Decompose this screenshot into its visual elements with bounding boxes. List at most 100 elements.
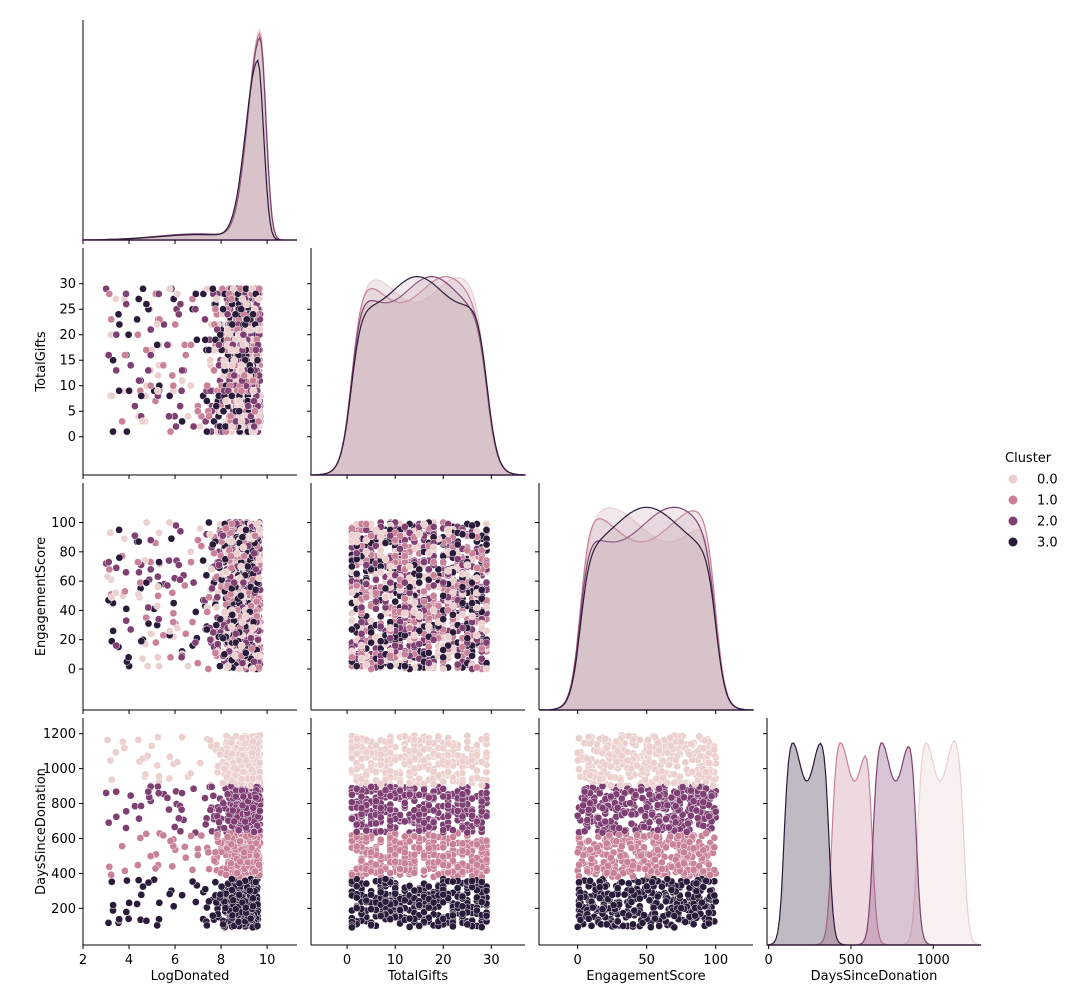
scatter-point bbox=[227, 520, 236, 528]
scatter-point bbox=[420, 558, 428, 566]
scatter-point bbox=[362, 660, 371, 669]
scatter-point bbox=[197, 542, 206, 550]
scatter-point bbox=[386, 578, 395, 587]
scatter-point bbox=[240, 371, 249, 380]
scatter-point bbox=[188, 865, 197, 874]
scatter-point bbox=[227, 392, 236, 400]
scatter-point bbox=[144, 787, 153, 796]
y-tick-label: 10 bbox=[59, 379, 76, 394]
scatter-points bbox=[348, 518, 491, 673]
scatter-point bbox=[352, 537, 361, 546]
scatter-point bbox=[154, 572, 162, 581]
scatter-point bbox=[112, 787, 121, 796]
scatter-point bbox=[473, 663, 481, 672]
scatter-point bbox=[424, 649, 433, 657]
scatter-point bbox=[252, 597, 261, 606]
y-tick-label: 100 bbox=[51, 516, 76, 531]
scatter-point bbox=[420, 520, 428, 528]
scatter-point bbox=[174, 310, 183, 319]
scatter-point bbox=[163, 341, 172, 349]
scatter-point bbox=[176, 527, 185, 536]
scatter-point bbox=[400, 662, 409, 670]
y-tick-label: 80 bbox=[59, 545, 76, 560]
scatter-point bbox=[227, 346, 236, 354]
scatter-point bbox=[139, 284, 147, 293]
scatter-point bbox=[230, 371, 239, 380]
scatter-point bbox=[138, 417, 147, 426]
scatter-point bbox=[201, 820, 210, 829]
scatter-point bbox=[429, 523, 438, 531]
scatter-point bbox=[210, 417, 218, 426]
scatter-point bbox=[134, 537, 143, 546]
scatter-point bbox=[167, 534, 176, 543]
scatter-point bbox=[256, 315, 264, 324]
scatter-point bbox=[482, 561, 491, 569]
scatter-point bbox=[211, 848, 220, 857]
scatter-point bbox=[122, 807, 131, 816]
scatter-point bbox=[376, 637, 385, 646]
scatter-point bbox=[215, 561, 223, 569]
scatter-point bbox=[118, 417, 126, 426]
scatter-point bbox=[444, 526, 452, 534]
scatter-point bbox=[122, 290, 130, 298]
scatter-point bbox=[203, 608, 212, 616]
scatter-point bbox=[134, 736, 143, 744]
scatter-point bbox=[405, 574, 414, 583]
scatter-point bbox=[357, 629, 366, 638]
scatter-point bbox=[146, 325, 155, 334]
scatter-point bbox=[212, 741, 221, 749]
scatter-point bbox=[473, 603, 481, 612]
scatter-point bbox=[165, 412, 173, 421]
scatter-point bbox=[178, 789, 186, 797]
pairplot-panels: 051015202530TotalGifts020406080100Engage… bbox=[34, 20, 982, 984]
scatter-point bbox=[415, 530, 424, 539]
scatter-point bbox=[203, 427, 211, 436]
scatter-point bbox=[126, 361, 135, 370]
y-tick-label: 20 bbox=[59, 633, 76, 648]
scatter-point bbox=[372, 597, 380, 606]
scatter-point bbox=[468, 612, 476, 621]
scatter-point bbox=[444, 606, 452, 615]
scatter-point bbox=[477, 594, 486, 603]
scatter-point bbox=[249, 376, 257, 385]
scatter-point bbox=[205, 593, 213, 602]
scatter-point bbox=[169, 599, 178, 607]
scatter-point bbox=[400, 594, 409, 603]
scatter-point bbox=[146, 565, 155, 574]
scatter-point bbox=[125, 386, 133, 395]
scatter-point bbox=[429, 543, 438, 552]
scatter-point bbox=[254, 417, 263, 426]
scatter-point bbox=[211, 649, 220, 657]
scatter-point bbox=[228, 422, 236, 431]
scatter-point bbox=[165, 805, 173, 814]
scatter-point bbox=[239, 341, 248, 349]
scatter-point bbox=[201, 315, 209, 324]
scatter-point bbox=[142, 346, 151, 354]
scatter-point bbox=[367, 565, 375, 574]
scatter-point bbox=[250, 397, 258, 405]
scatter-point bbox=[424, 622, 433, 631]
scatter-point bbox=[227, 622, 236, 631]
scatter-point bbox=[143, 662, 152, 670]
scatter-point bbox=[169, 618, 178, 626]
scatter-point bbox=[115, 386, 123, 395]
scatter-point bbox=[252, 346, 260, 354]
scatter-point bbox=[112, 641, 121, 650]
scatter-point bbox=[424, 659, 433, 667]
scatter-point bbox=[376, 533, 385, 542]
scatter-point bbox=[114, 310, 123, 319]
scatter-point bbox=[449, 628, 457, 637]
scatter-point bbox=[463, 561, 472, 569]
scatter-point bbox=[381, 584, 390, 593]
scatter-point bbox=[146, 381, 155, 390]
scatter-point bbox=[348, 531, 356, 540]
scatter-point bbox=[172, 521, 180, 530]
scatter-point bbox=[107, 315, 116, 324]
scatter-point bbox=[415, 640, 424, 648]
scatter-point bbox=[376, 612, 385, 621]
scatter-point bbox=[174, 814, 183, 823]
scatter-point bbox=[196, 422, 204, 431]
scatter-point bbox=[410, 608, 419, 616]
scatter-points bbox=[102, 518, 264, 673]
scatter-point bbox=[468, 578, 476, 587]
